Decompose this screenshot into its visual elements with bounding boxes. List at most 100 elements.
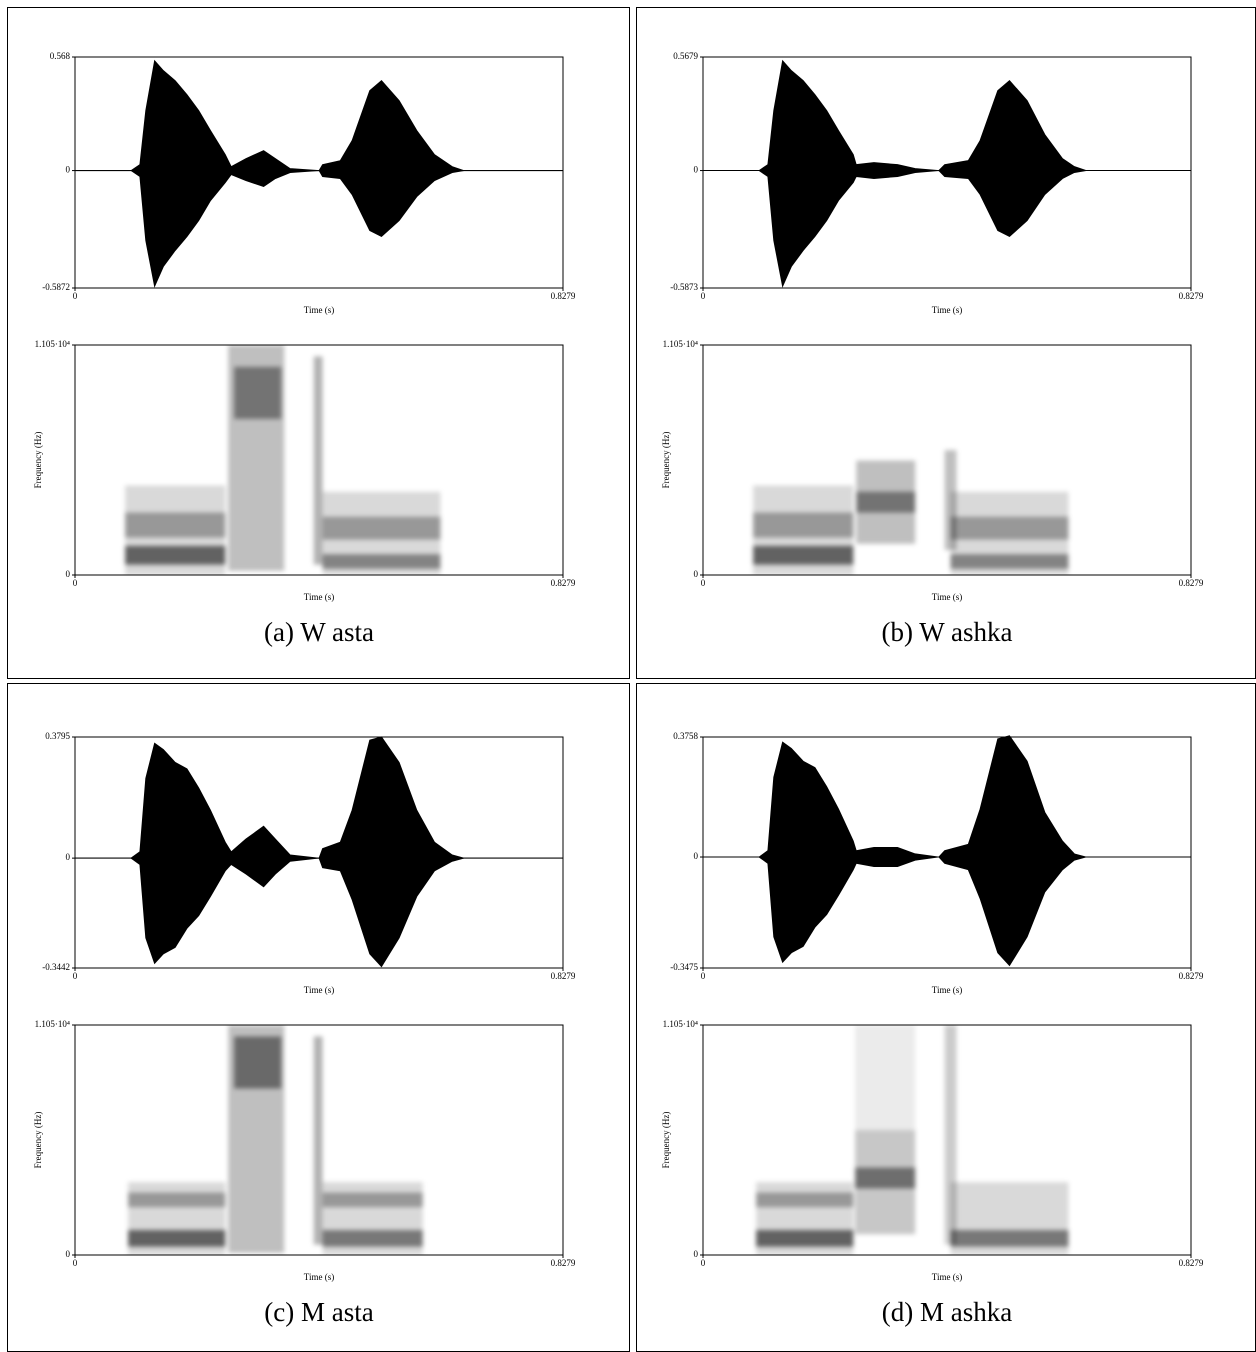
- x-tick-label: 0: [701, 1258, 706, 1268]
- spectral-energy: [322, 1192, 423, 1208]
- waveform-lower: [75, 170, 563, 288]
- caption: (d) M ashka: [882, 1297, 1012, 1327]
- spectral-energy: [756, 1230, 854, 1247]
- y-tick-label: -0.3475: [670, 962, 698, 972]
- caption: (a) W asta: [264, 617, 374, 647]
- waveform-lower: [75, 857, 563, 968]
- spectral-energy: [950, 516, 1069, 540]
- spectrogram-image: [125, 345, 441, 575]
- caption: (c) M asta: [264, 1297, 373, 1327]
- spectrogram-image: [753, 450, 1069, 575]
- spectral-energy: [125, 512, 226, 538]
- spectral-energy: [128, 1192, 226, 1208]
- x-tick-label: 0: [73, 291, 78, 301]
- spectral-energy: [125, 545, 226, 565]
- y-tick-label: 1.105·10⁴: [663, 1019, 698, 1029]
- y-tick-label: 0.568: [50, 51, 71, 61]
- x-tick-label: 0: [73, 1258, 78, 1268]
- spectral-energy: [950, 554, 1069, 569]
- x-tick-label: 0: [701, 291, 706, 301]
- spectral-energy: [234, 366, 282, 419]
- x-axis-label: Time (s): [932, 1272, 962, 1282]
- y-tick-label: -0.5873: [670, 282, 698, 292]
- panel-frame: [636, 683, 1256, 1352]
- panel-frame: [7, 683, 630, 1352]
- y-tick-label: 0: [694, 569, 699, 579]
- waveform-lower: [703, 170, 1191, 288]
- plot-frame: [702, 344, 1192, 576]
- y-tick-label: 0: [66, 165, 71, 175]
- spectral-energy: [128, 1230, 226, 1247]
- spectral-energy: [753, 512, 854, 538]
- spectrogram-image: [756, 1025, 1069, 1255]
- x-axis-label: Time (s): [304, 985, 334, 995]
- y-tick-label: 0: [66, 1249, 71, 1259]
- y-tick-label: 0: [694, 1249, 699, 1259]
- panel-frame: [7, 7, 630, 679]
- x-axis-label: Time (s): [304, 592, 334, 602]
- plot-frame: [74, 1024, 564, 1256]
- x-tick-label: 0: [701, 578, 706, 588]
- x-tick-label: 0.8279: [1179, 971, 1204, 981]
- x-tick-label: 0.8279: [1179, 578, 1204, 588]
- spectral-energy: [944, 1025, 957, 1245]
- y-axis-label: Frequency (Hz): [33, 432, 43, 489]
- y-axis-label: Frequency (Hz): [33, 1112, 43, 1169]
- spectral-energy: [313, 1036, 323, 1245]
- y-axis-label: Frequency (Hz): [661, 432, 671, 489]
- spectral-energy: [950, 1230, 1069, 1247]
- x-tick-label: 0.8279: [1179, 1258, 1204, 1268]
- x-tick-label: 0: [701, 971, 706, 981]
- spectral-energy: [855, 1167, 916, 1189]
- y-tick-label: 0: [66, 569, 71, 579]
- x-tick-label: 0.8279: [551, 971, 576, 981]
- x-axis-label: Time (s): [932, 985, 962, 995]
- x-axis-label: Time (s): [304, 305, 334, 315]
- plot-frame: [74, 56, 564, 289]
- waveform-upper: [75, 59, 563, 171]
- waveform-upper: [703, 59, 1191, 171]
- y-tick-label: 0.3795: [45, 731, 70, 741]
- y-tick-label: 0.5679: [673, 51, 698, 61]
- x-axis-label: Time (s): [932, 305, 962, 315]
- plot-frame: [74, 344, 564, 576]
- y-tick-label: 1.105·10⁴: [35, 1019, 70, 1029]
- x-tick-label: 0.8279: [551, 578, 576, 588]
- plot-frame: [702, 1024, 1192, 1256]
- x-axis-label: Time (s): [304, 1272, 334, 1282]
- spectral-energy: [322, 1230, 423, 1247]
- x-tick-label: 0: [73, 578, 78, 588]
- y-tick-label: -0.5872: [42, 282, 70, 292]
- spectral-energy: [753, 545, 854, 565]
- y-tick-label: 0: [694, 165, 699, 175]
- y-tick-label: 1.105·10⁴: [35, 339, 70, 349]
- plot-frame: [702, 736, 1192, 969]
- y-axis-label: Frequency (Hz): [661, 1112, 671, 1169]
- caption: (b) W ashka: [882, 617, 1013, 647]
- x-tick-label: 0: [73, 971, 78, 981]
- panel-frame: [636, 7, 1256, 679]
- spectral-energy: [855, 1025, 916, 1131]
- waveform-upper: [703, 735, 1191, 858]
- y-tick-label: 0: [694, 851, 699, 861]
- y-tick-label: -0.3442: [42, 962, 70, 972]
- y-tick-label: 0: [66, 852, 71, 862]
- x-tick-label: 0.8279: [551, 1258, 576, 1268]
- spectral-energy: [856, 491, 916, 513]
- x-tick-label: 0.8279: [551, 291, 576, 301]
- spectral-energy: [313, 356, 323, 565]
- spectrogram-image: [128, 1025, 423, 1255]
- waveform-lower: [703, 856, 1191, 967]
- waveform-upper: [75, 736, 563, 859]
- plot-frame: [74, 736, 564, 969]
- y-tick-label: 1.105·10⁴: [663, 339, 698, 349]
- spectral-energy: [756, 1192, 854, 1208]
- plot-frame: [702, 56, 1192, 289]
- spectral-energy: [234, 1036, 282, 1089]
- spectral-energy: [322, 516, 441, 540]
- spectral-energy: [322, 554, 441, 569]
- x-tick-label: 0.8279: [1179, 291, 1204, 301]
- y-tick-label: 0.3758: [673, 731, 698, 741]
- x-axis-label: Time (s): [932, 592, 962, 602]
